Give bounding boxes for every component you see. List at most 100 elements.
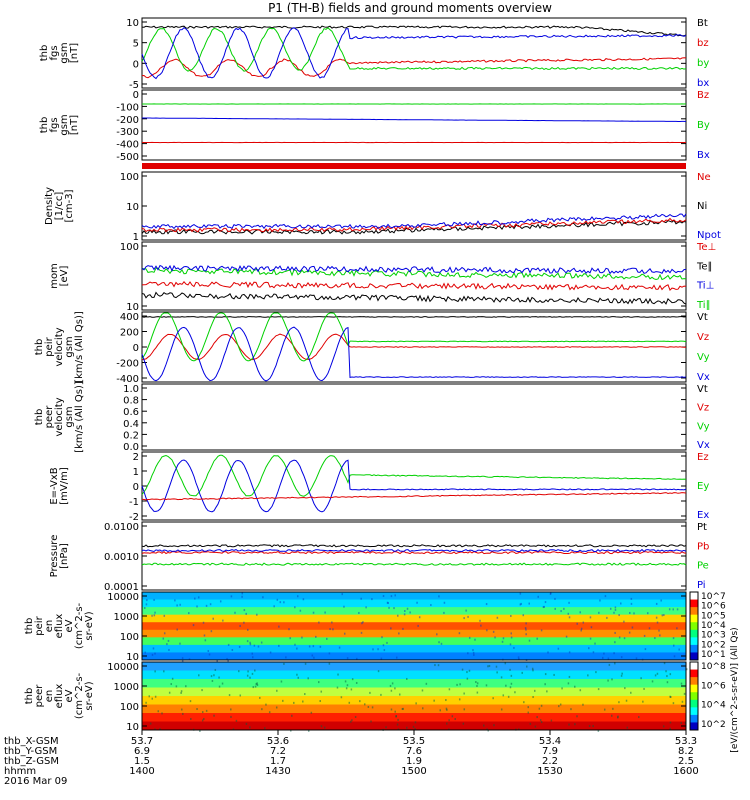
colorbar-swatch [690,599,698,608]
spectrogram-speckle [500,708,503,711]
spectrogram-band-2 [142,670,686,680]
spectrogram-speckle [436,633,438,636]
spectrogram-speckle [394,687,396,690]
y-label-line: peir [44,336,55,356]
spectrogram-speckle [463,617,465,620]
spectrogram-speckle [181,708,183,711]
date-label: 2016 Mar 09 [4,776,67,787]
y-tick-label: 400 [120,312,139,323]
spectrogram-speckle [312,645,315,648]
spectrogram-speckle [485,603,488,606]
spectrogram-speckle [540,629,543,632]
spectrogram-speckle [179,603,181,606]
legend-bx: bx [697,78,709,89]
spectrogram-speckle [672,608,674,611]
y-tick-label: 0.0100 [104,522,139,533]
spectrogram-speckle [168,691,171,694]
y-label-line: fgs [49,117,60,132]
spectrogram-speckle [288,628,290,631]
spectrogram-speckle [390,595,393,598]
spectrogram-speckle [396,723,399,726]
spectrogram-speckle [409,611,411,614]
spectrogram-speckle [273,605,275,608]
spectrogram-band-4 [142,614,686,623]
spectrogram-speckle [289,637,291,640]
spectrogram-speckle [365,606,367,609]
series-red-line [141,333,686,361]
y-tick-label: 200 [120,328,139,339]
spectrogram-speckle [241,592,244,595]
spectrogram-speckle [522,614,525,617]
spectrogram-speckle [656,621,659,624]
y-label-line: thb [24,618,35,635]
spectrogram-speckle [377,670,380,673]
legend-vy: Vy [697,421,710,432]
spectrogram-speckle [372,648,374,651]
y-tick-label: -5 [129,80,139,91]
y-tick-label: 0.4 [123,419,139,430]
spectrogram-speckle [524,627,527,630]
spectrogram-speckle [283,662,285,665]
x-row-value: 2.5 [678,756,694,767]
spectrogram-speckle [294,606,296,609]
panel-4: 100 10 mom[eV] Te⊥ Te∥ Ti⊥ Ti∥ [49,241,716,313]
spectrogram-speckle [293,701,295,704]
x-row-value: 1500 [401,766,426,777]
spectrogram-speckle [346,684,349,687]
spectrogram-speckle [210,630,213,633]
spectrogram-speckle [630,597,633,600]
spectrogram-band-5 [142,696,686,705]
spectrogram-speckle [418,616,421,619]
y-tick-label: -2 [129,512,139,523]
spectrogram-speckle [538,707,541,710]
spectrogram-speckle [380,657,383,660]
x-row-value: 53.5 [403,736,425,747]
spectrogram-speckle [355,681,358,684]
spectrogram-speckle [245,612,247,615]
spectrogram-speckle [218,676,220,679]
spectrogram-speckle [568,723,570,726]
panel-8: 0.0100 0.0010 0.0001 Pressure[nPa] Pt Pb Pe Pi [49,521,709,593]
x-row-value: 1530 [537,766,562,777]
spectrogram-speckle [434,664,436,667]
spectrogram-speckle [239,694,242,697]
spectrogram-speckle [234,611,236,614]
y-tick-label: 0 [133,343,139,354]
spectrogram-speckle [610,714,613,717]
spectrogram-speckle [510,636,513,639]
spectrogram-speckle [268,711,271,714]
spectrogram-speckle [507,695,510,698]
legend-by: by [697,58,709,69]
spectrogram-speckle [371,598,373,601]
y-tick-label: 0 [133,59,139,70]
y-tick-label: 0.0001 [104,582,139,593]
y-label-line: gsm [64,336,75,357]
spectrogram-speckle [604,595,607,598]
spectrogram-speckle [640,677,642,680]
spectrogram-speckle [576,622,578,625]
spectrogram-speckle [480,624,482,627]
spectrogram-speckle [307,677,309,680]
colorbar-tick-label: 10^6 [701,681,726,691]
spectrogram-speckle [614,606,617,609]
x-row-value: 7.9 [542,746,558,757]
panel-y-label: thbpeirenefluxeV(cm^2-s-sr-eV) [24,602,95,649]
spectrogram-speckle [297,676,300,679]
colorbar-swatch [690,592,698,601]
spectrogram-speckle [201,719,204,722]
spectrogram-speckle [370,720,372,723]
spectrogram-band-1 [142,592,686,601]
spectrogram-speckle [285,656,287,659]
spectrogram-speckle [648,627,651,630]
spectrogram-speckle [341,593,343,596]
spectrogram-speckle [502,694,505,697]
series-green-line [141,267,687,281]
spectrogram-speckle [463,708,466,711]
panel-10: 10000 1000 100 10 thbpeerenefluxeV(cm^2-s-sr… [24,661,688,733]
spectrogram-speckle [582,621,585,624]
spectrogram-speckle [401,708,404,711]
y-label-line: [mV/m] [59,467,70,505]
legend-ex: Ex [697,510,709,521]
spectrogram-speckle [202,621,205,624]
spectrogram-speckle [211,679,214,682]
